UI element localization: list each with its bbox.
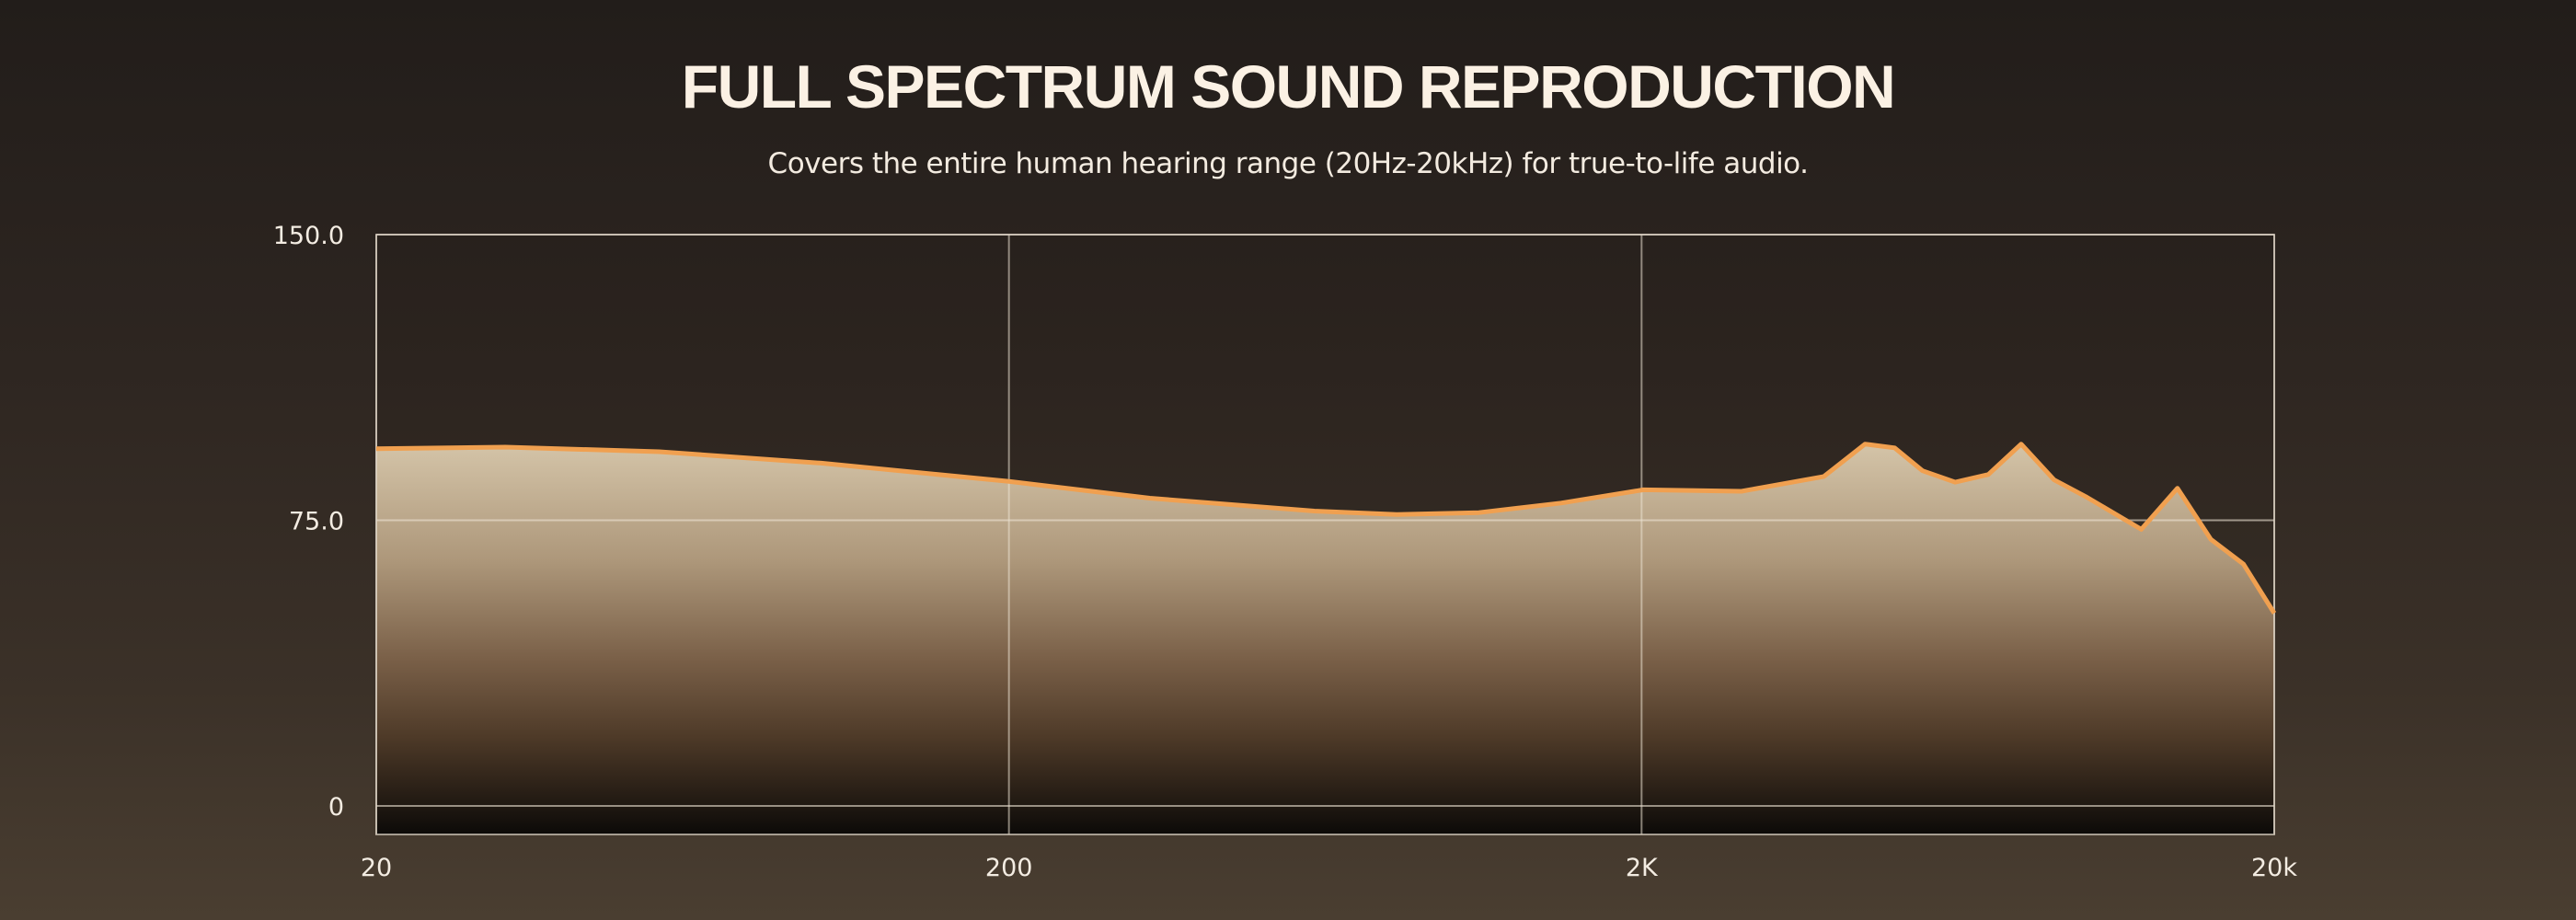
chart-subtitle: Covers the entire human hearing range (2… — [767, 147, 1809, 180]
y-tick-label: 75.0 — [289, 507, 344, 535]
x-tick-label: 20k — [2251, 854, 2297, 882]
plot-border — [375, 234, 2275, 835]
series-line — [375, 442, 2277, 615]
y-tick-label: 150.0 — [273, 222, 344, 250]
x-tick-label: 2K — [1626, 854, 1659, 882]
x-tick-label: 200 — [985, 854, 1033, 882]
series-area-fill — [376, 443, 2274, 834]
x-tick-label: 20 — [361, 854, 392, 882]
y-tick-label: 0 — [328, 793, 344, 822]
chart-title: FULL SPECTRUM SOUND REPRODUCTION — [681, 52, 1896, 121]
